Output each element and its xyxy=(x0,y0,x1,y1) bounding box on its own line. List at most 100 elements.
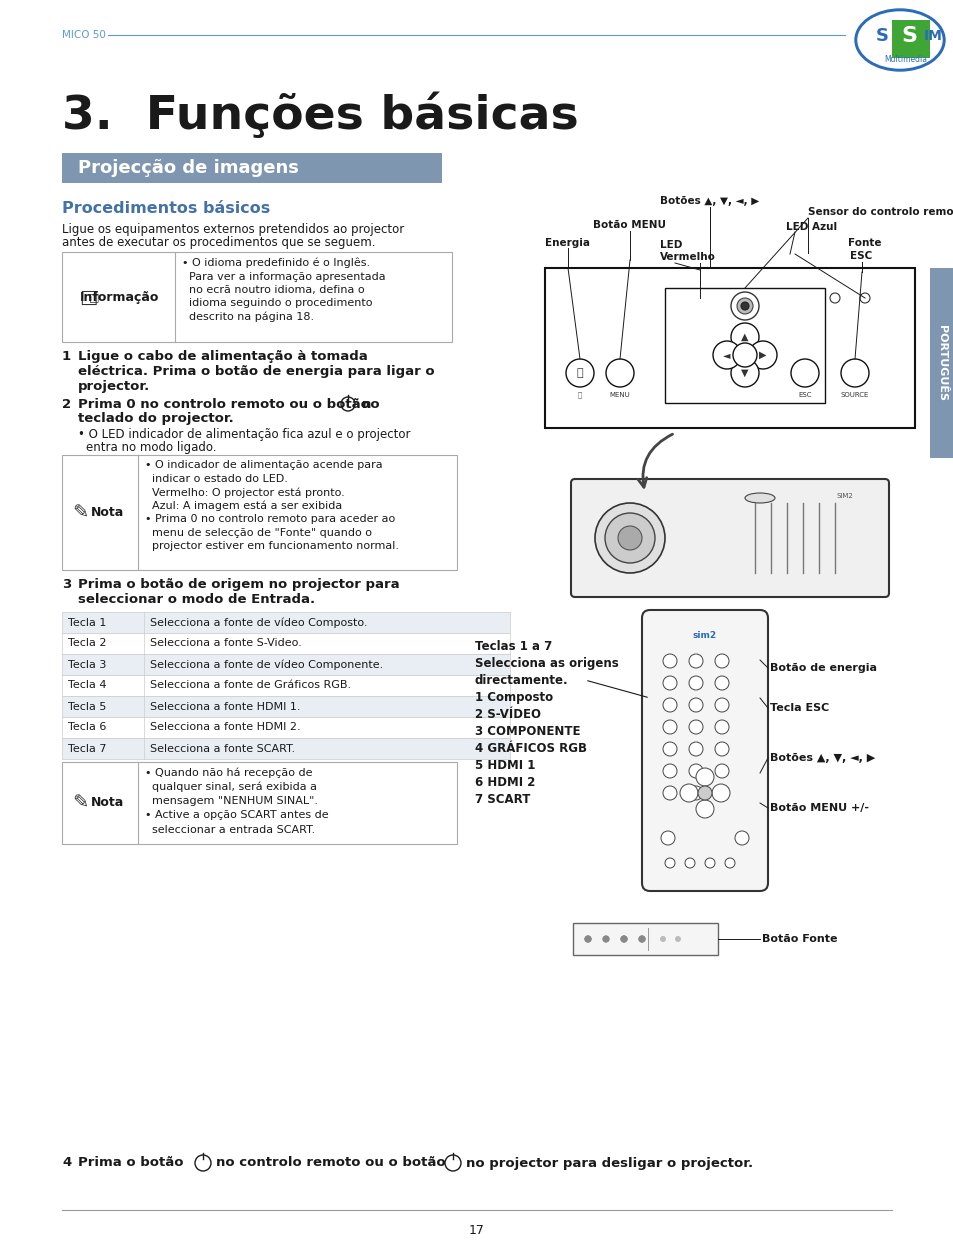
Text: Fonte: Fonte xyxy=(847,238,881,248)
Circle shape xyxy=(688,654,702,668)
Circle shape xyxy=(662,764,677,778)
Text: • O LED indicador de alimentação fica azul e o projector: • O LED indicador de alimentação fica az… xyxy=(78,428,410,441)
Bar xyxy=(62,654,510,675)
Text: ESC: ESC xyxy=(849,251,871,261)
Bar xyxy=(62,612,510,633)
Text: Energia: Energia xyxy=(544,238,589,248)
Circle shape xyxy=(732,343,757,367)
Circle shape xyxy=(696,768,713,786)
Bar xyxy=(62,633,510,654)
Text: projector estiver em funcionamento normal.: projector estiver em funcionamento norma… xyxy=(145,541,398,551)
Circle shape xyxy=(696,800,713,818)
Circle shape xyxy=(584,936,591,942)
Circle shape xyxy=(662,676,677,690)
Circle shape xyxy=(714,764,728,778)
Text: Nota: Nota xyxy=(91,506,125,520)
Circle shape xyxy=(638,936,645,942)
Circle shape xyxy=(688,742,702,756)
Text: • O idioma predefinido é o Inglês.: • O idioma predefinido é o Inglês. xyxy=(182,258,370,268)
Bar xyxy=(891,20,929,58)
Circle shape xyxy=(688,720,702,733)
Circle shape xyxy=(638,936,645,942)
Text: Botões ▲, ▼, ◄, ▶: Botões ▲, ▼, ◄, ▶ xyxy=(769,753,874,763)
Bar xyxy=(62,738,510,759)
Text: IM: IM xyxy=(923,29,942,43)
Text: LED: LED xyxy=(659,240,681,249)
Circle shape xyxy=(841,359,868,387)
Text: Nota: Nota xyxy=(91,797,125,809)
Text: 1: 1 xyxy=(62,350,71,364)
Circle shape xyxy=(730,359,759,387)
Text: sim2: sim2 xyxy=(692,632,717,640)
Circle shape xyxy=(619,936,627,942)
Text: Tecla 4: Tecla 4 xyxy=(68,680,107,690)
Text: Tecla 5: Tecla 5 xyxy=(68,701,107,711)
Circle shape xyxy=(714,720,728,733)
Bar xyxy=(664,288,824,403)
Text: no ecrã noutro idioma, defina o: no ecrã noutro idioma, defina o xyxy=(182,285,364,295)
Circle shape xyxy=(688,764,702,778)
Text: Selecciona a fonte HDMI 2.: Selecciona a fonte HDMI 2. xyxy=(150,722,300,732)
Circle shape xyxy=(662,697,677,712)
Circle shape xyxy=(595,503,664,573)
Circle shape xyxy=(714,654,728,668)
Text: 3: 3 xyxy=(62,578,71,591)
Text: Tecla 3: Tecla 3 xyxy=(68,659,107,669)
Text: LED Azul: LED Azul xyxy=(785,222,836,232)
Text: ▶: ▶ xyxy=(759,350,766,360)
Circle shape xyxy=(711,784,729,802)
Bar xyxy=(62,153,441,182)
Text: Tecla 7: Tecla 7 xyxy=(68,743,107,753)
FancyBboxPatch shape xyxy=(641,611,767,891)
Ellipse shape xyxy=(857,12,941,68)
Bar xyxy=(573,923,718,956)
Circle shape xyxy=(714,676,728,690)
Circle shape xyxy=(604,513,655,563)
Circle shape xyxy=(740,302,748,310)
Text: projector.: projector. xyxy=(78,380,150,393)
Bar xyxy=(544,268,914,428)
Circle shape xyxy=(859,293,869,303)
Text: Para ver a informação apresentada: Para ver a informação apresentada xyxy=(182,272,385,282)
Text: descrito na página 18.: descrito na página 18. xyxy=(182,311,314,323)
Circle shape xyxy=(675,936,680,942)
Circle shape xyxy=(704,858,714,867)
Text: Selecciona a fonte de Gráficos RGB.: Selecciona a fonte de Gráficos RGB. xyxy=(150,680,351,690)
Circle shape xyxy=(829,293,840,303)
Text: Projecção de imagens: Projecção de imagens xyxy=(78,159,298,177)
Circle shape xyxy=(638,936,645,942)
Circle shape xyxy=(662,742,677,756)
Text: • Prima 0 no controlo remoto para aceder ao: • Prima 0 no controlo remoto para aceder… xyxy=(145,514,395,524)
Text: Multimedia: Multimedia xyxy=(883,56,926,65)
Text: Selecciona a fonte HDMI 1.: Selecciona a fonte HDMI 1. xyxy=(150,701,300,711)
Text: MENU: MENU xyxy=(609,392,630,398)
Circle shape xyxy=(790,359,818,387)
Circle shape xyxy=(688,676,702,690)
Circle shape xyxy=(712,341,740,369)
Text: Azul: A imagem está a ser exibida: Azul: A imagem está a ser exibida xyxy=(145,500,342,511)
Circle shape xyxy=(618,526,641,550)
Circle shape xyxy=(714,697,728,712)
Text: no projector para desligar o projector.: no projector para desligar o projector. xyxy=(465,1157,752,1169)
Text: S: S xyxy=(900,26,916,46)
Text: Tecla ESC: Tecla ESC xyxy=(769,702,828,714)
FancyBboxPatch shape xyxy=(571,479,888,597)
Circle shape xyxy=(730,323,759,351)
Bar xyxy=(62,455,456,570)
Circle shape xyxy=(662,786,677,800)
Text: Informação: Informação xyxy=(80,290,159,304)
Bar xyxy=(62,675,510,696)
FancyArrowPatch shape xyxy=(638,434,672,488)
Bar xyxy=(62,696,510,717)
Circle shape xyxy=(662,654,677,668)
Text: qualquer sinal, será exibida a: qualquer sinal, será exibida a xyxy=(145,782,316,792)
Text: Tecla 1: Tecla 1 xyxy=(68,618,107,628)
Circle shape xyxy=(748,341,776,369)
Circle shape xyxy=(602,936,609,942)
Text: Selecciona a fonte S-Video.: Selecciona a fonte S-Video. xyxy=(150,639,301,649)
Circle shape xyxy=(584,936,591,942)
Circle shape xyxy=(664,858,675,867)
Text: • Quando não há recepção de: • Quando não há recepção de xyxy=(145,767,313,778)
Text: Selecciona a fonte SCART.: Selecciona a fonte SCART. xyxy=(150,743,294,753)
Text: Botão MENU +/-: Botão MENU +/- xyxy=(769,803,868,813)
